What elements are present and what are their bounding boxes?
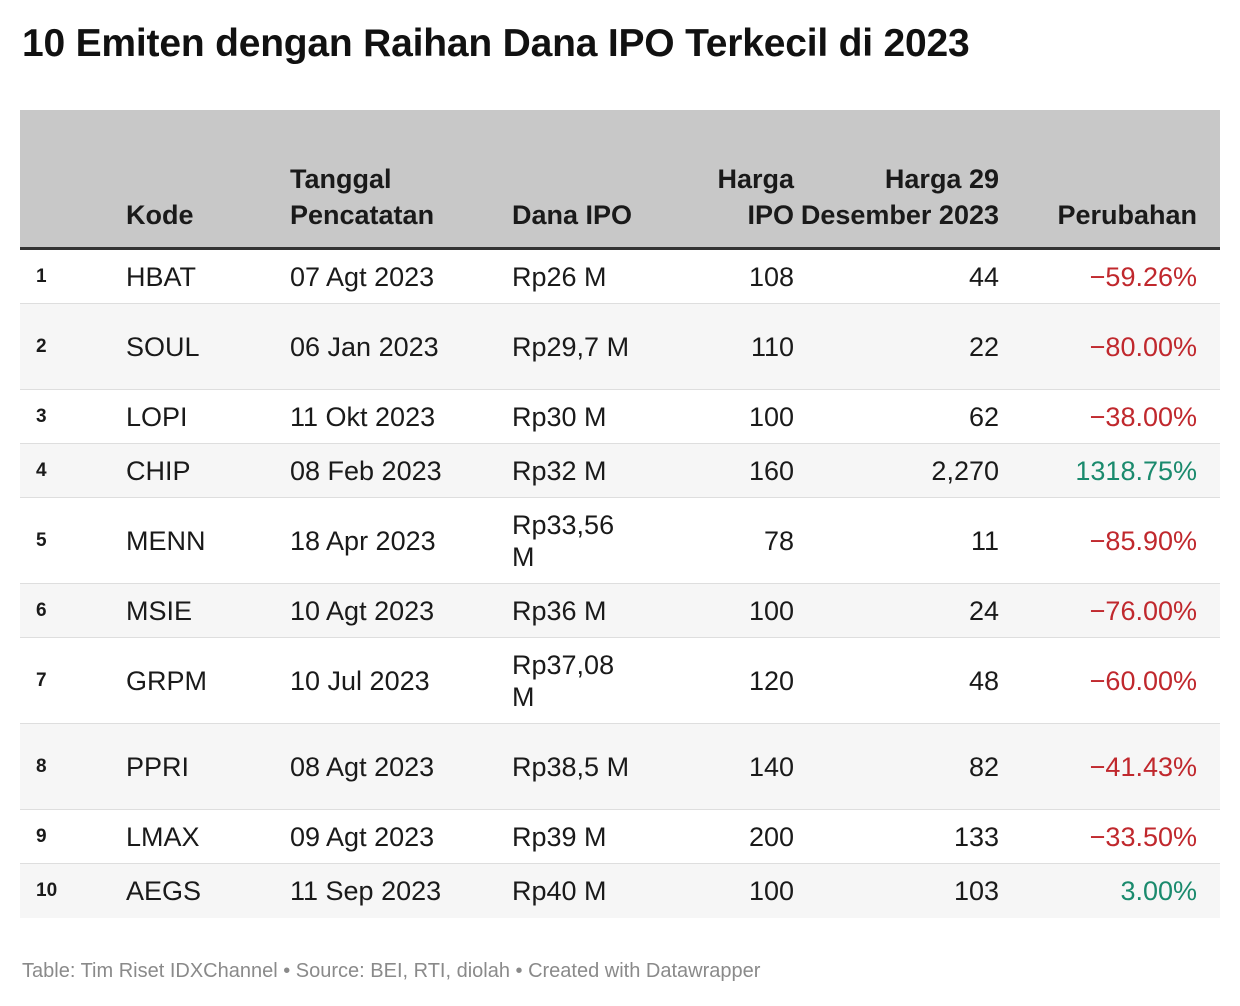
source-footer: Table: Tim Riset IDXChannel • Source: BE… [22,960,761,982]
row-date: 11 Sep 2023 [290,876,442,906]
row-harga-29: 44 [968,261,999,292]
row-code: CHIP [126,455,191,486]
row-date: 18 Apr 2023 [290,525,436,556]
header-price-dec-29[interactable]: Harga 29 Desember 2023 [800,164,999,230]
row-harga-ipo: 78 [763,525,794,556]
row-rank: 1 [36,265,47,287]
row-code: HBAT [126,261,197,292]
row-date: 10 Jul 2023 [290,665,430,696]
row-harga-29: 133 [953,821,999,852]
row-change: −38.00% [1089,401,1197,432]
table-row: 3 LOPI 11 Okt 2023 Rp30 M 100 62 −38.00% [20,390,1220,444]
row-harga-29: 24 [968,595,999,626]
table-row: 5 MENN 18 Apr 2023 Rp33,56 M 78 11 −85.9… [20,498,1220,584]
row-rank: 10 [36,880,58,901]
row-harga-ipo: 120 [748,665,794,696]
row-dana: Rp39 M [512,821,607,852]
row-harga-29: 2,270 [931,455,999,486]
row-harga-ipo: 110 [750,331,794,362]
table-row: 4 CHIP 08 Feb 2023 Rp32 M 160 2,270 1318… [20,444,1220,498]
header-change[interactable]: Perubahan [1057,200,1197,230]
row-code: MSIE [126,595,193,626]
row-dana: Rp30 M [512,401,607,432]
row-change: 3.00% [1120,876,1197,906]
row-code: MENN [126,525,206,556]
row-code: AEGS [126,876,202,906]
table-row: 2 SOUL 06 Jan 2023 Rp29,7 M 110 22 −80.0… [20,304,1220,390]
row-code: LMAX [126,821,200,852]
row-dana: Rp32 M [512,455,607,486]
row-rank: 3 [36,405,47,427]
row-change: −59.26% [1089,261,1197,292]
row-dana: Rp38,5 M [512,751,630,782]
row-harga-29: 11 [970,525,999,556]
row-rank: 6 [36,599,47,621]
row-change: −41.43% [1089,751,1197,782]
row-rank: 8 [36,755,47,777]
table-header: Kode Tanggal Pencatatan Dana IPO Harga I… [20,110,1220,250]
row-dana: Rp26 M [512,261,607,292]
row-code: LOPI [126,401,188,432]
row-rank: 4 [36,459,47,481]
row-date: 08 Agt 2023 [290,751,435,782]
table-row: 7 GRPM 10 Jul 2023 Rp37,08 M 120 48 −60.… [20,638,1220,724]
row-code: GRPM [126,665,207,696]
table-row: 10 AEGS 11 Sep 2023 Rp40 M 100 103 3.00% [20,864,1220,918]
header-ipo-price[interactable]: Harga IPO [717,164,794,230]
row-harga-ipo: 100 [748,595,794,626]
row-harga-ipo: 160 [748,455,794,486]
row-harga-ipo: 100 [748,401,794,432]
row-harga-29: 48 [968,665,999,696]
header-ipo-funds[interactable]: Dana IPO [512,200,633,230]
ipo-table: Kode Tanggal Pencatatan Dana IPO Harga I… [20,110,1220,918]
row-dana: Rp40 M [512,876,607,906]
row-dana: Rp33,56 M [512,509,615,572]
row-rank: 2 [36,335,47,357]
row-dana: Rp29,7 M [512,331,630,362]
table-row: 9 LMAX 09 Agt 2023 Rp39 M 200 133 −33.50… [20,810,1220,864]
row-harga-29: 103 [953,876,999,906]
row-code: SOUL [126,331,200,362]
table-row: 1 HBAT 07 Agt 2023 Rp26 M 108 44 −59.26% [20,250,1220,304]
row-code: PPRI [126,751,190,782]
row-harga-ipo: 100 [748,876,794,906]
row-harga-ipo: 140 [748,751,794,782]
table-row: 8 PPRI 08 Agt 2023 Rp38,5 M 140 82 −41.4… [20,724,1220,810]
row-harga-29: 82 [968,751,999,782]
row-dana: Rp36 M [512,595,607,626]
row-date: 11 Okt 2023 [290,401,436,432]
header-code[interactable]: Kode [126,200,194,230]
row-rank: 7 [36,669,47,691]
row-date: 10 Agt 2023 [290,595,435,626]
table-row: 6 MSIE 10 Agt 2023 Rp36 M 100 24 −76.00% [20,584,1220,638]
row-rank: 5 [36,529,47,551]
row-harga-29: 62 [968,401,999,432]
row-change: 1318.75% [1075,455,1197,486]
row-change: −85.90% [1089,525,1197,556]
row-date: 06 Jan 2023 [290,331,439,362]
page-title: 10 Emiten dengan Raihan Dana IPO Terkeci… [22,22,970,65]
row-dana: Rp37,08 M [512,649,615,712]
row-change: −33.50% [1089,821,1197,852]
row-change: −80.00% [1089,331,1197,362]
row-harga-ipo: 108 [748,261,794,292]
row-change: −76.00% [1089,595,1197,626]
row-date: 09 Agt 2023 [290,821,435,852]
row-date: 08 Feb 2023 [290,455,442,486]
row-rank: 9 [36,825,47,847]
header-listing-date[interactable]: Tanggal Pencatatan [290,164,435,230]
row-harga-ipo: 200 [748,821,794,852]
row-harga-29: 22 [968,331,999,362]
row-change: −60.00% [1089,665,1197,696]
row-date: 07 Agt 2023 [290,261,435,292]
